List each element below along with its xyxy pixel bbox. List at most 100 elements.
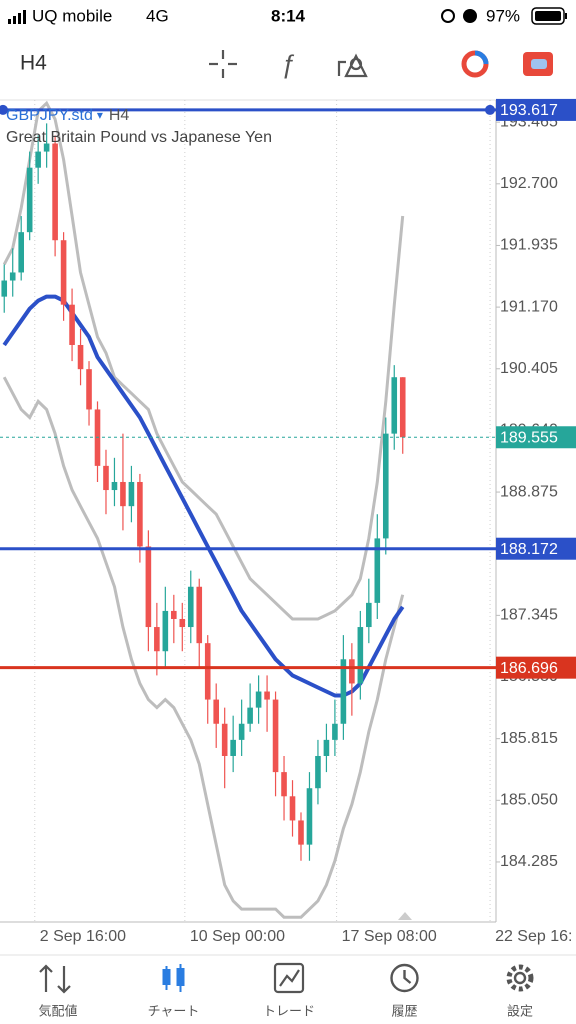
- candle-body: [18, 232, 24, 273]
- signal-icon: [8, 10, 26, 24]
- tab-icon: [273, 962, 305, 994]
- x-tick-label: 10 Sep 00:00: [190, 928, 285, 945]
- tab-bar: 気配値 チャート トレード 履歴 設定: [38, 962, 534, 1018]
- price-tag-label: 188.172: [500, 541, 558, 558]
- tab-icon: [39, 964, 71, 994]
- band-line: [2, 100, 405, 621]
- candle-body: [137, 481, 143, 547]
- status-icons: [441, 9, 477, 23]
- band-line: [2, 376, 405, 919]
- tab-label: トレード: [263, 1003, 315, 1018]
- candle-body: [1, 280, 8, 297]
- symbol[interactable]: GBPJPY.std: [6, 107, 93, 124]
- candle-body: [323, 739, 330, 756]
- battery-icon: [531, 7, 567, 25]
- tab-icon: [162, 964, 185, 992]
- x-tick-label: 2 Sep 16:00: [40, 928, 126, 945]
- candle-body: [298, 820, 304, 845]
- tab[interactable]: トレード: [263, 962, 315, 1018]
- x-tick-label: 17 Sep 08:00: [342, 928, 437, 945]
- price-tag: [496, 426, 576, 449]
- timeframe-button[interactable]: H4: [20, 52, 47, 75]
- candle-body: [128, 481, 135, 507]
- trade-button[interactable]: [461, 50, 489, 78]
- candle-body: [264, 691, 270, 700]
- candle-body: [196, 586, 203, 644]
- line-handle[interactable]: [0, 104, 8, 115]
- crosshair-button[interactable]: [209, 50, 237, 78]
- tab-label: 履歴: [391, 1003, 417, 1018]
- battery-level: 97%: [486, 6, 520, 25]
- candle-body: [204, 643, 211, 700]
- candle-body: [35, 151, 41, 168]
- indicators-button[interactable]: ƒ: [281, 49, 295, 79]
- candle-body: [43, 143, 50, 152]
- candle-body: [238, 723, 245, 740]
- chart-timeframe: H4: [109, 107, 130, 124]
- candle-body: [86, 369, 92, 410]
- tab[interactable]: 気配値: [38, 964, 78, 1018]
- candle-body: [69, 304, 75, 345]
- candle-body: [357, 627, 364, 684]
- candle-body: [52, 143, 58, 241]
- network: 4G: [146, 6, 169, 25]
- candle-body: [391, 377, 398, 434]
- candle-body: [154, 627, 160, 652]
- candle-body: [171, 610, 177, 619]
- account-button[interactable]: [523, 52, 553, 76]
- carrier: UQ mobile: [32, 6, 112, 25]
- candle-body: [272, 699, 279, 773]
- x-tick-label: 22 Sep 16:: [495, 928, 572, 945]
- candle-body: [306, 788, 313, 845]
- tab[interactable]: 履歴: [390, 963, 419, 1018]
- y-tick-label: 190.405: [500, 360, 558, 377]
- y-tick-label: 184.285: [500, 853, 558, 870]
- y-tick-label: 185.815: [500, 730, 558, 747]
- candle-body: [315, 755, 321, 789]
- tab-label: チャート: [148, 1003, 200, 1018]
- candle-body: [399, 377, 406, 438]
- price-tag: [496, 656, 576, 679]
- tab-label: 設定: [507, 1003, 533, 1018]
- candle-body: [26, 167, 33, 233]
- y-tick-label: 187.345: [500, 607, 558, 624]
- candle-body: [213, 699, 220, 724]
- tab-icon: [390, 963, 419, 993]
- candle-body: [289, 796, 296, 821]
- tab-icon: [506, 964, 534, 992]
- candle-body: [255, 691, 262, 708]
- objects-button[interactable]: [337, 53, 368, 78]
- dropdown-arrow: ▾: [97, 108, 103, 122]
- candle-body: [9, 272, 16, 281]
- shift-marker: [398, 912, 412, 920]
- candle-body: [60, 240, 67, 305]
- price-tag-label: 186.696: [500, 660, 558, 677]
- candle-body: [77, 344, 84, 370]
- tab[interactable]: チャート: [148, 964, 200, 1018]
- candle-body: [382, 433, 389, 539]
- candle-body: [221, 723, 228, 756]
- candle-body: [179, 618, 186, 628]
- candle-body: [374, 538, 381, 603]
- candle-body: [366, 602, 372, 628]
- price-tag: [496, 537, 576, 560]
- y-tick-label: 185.050: [500, 792, 558, 809]
- y-tick-label: 191.935: [500, 237, 558, 254]
- chart: 2 Sep 16:00 10 Sep 00:00 17 Sep 08:00 22 Se…: [0, 98, 576, 945]
- candle-body: [247, 707, 253, 724]
- candle-body: [340, 659, 347, 724]
- price-tag-label: 189.555: [500, 429, 558, 446]
- candle-body: [332, 723, 338, 740]
- line-handle[interactable]: [485, 104, 495, 115]
- candle-body: [111, 481, 118, 491]
- candle-body: [349, 659, 355, 684]
- candle-body: [120, 481, 126, 507]
- candle-body: [187, 586, 194, 628]
- tab[interactable]: 設定: [506, 964, 534, 1018]
- tab-label: 気配値: [38, 1003, 77, 1018]
- clock: 8:14: [271, 6, 306, 25]
- y-tick-label: 192.700: [500, 175, 558, 192]
- candle-body: [103, 465, 109, 491]
- candle-body: [230, 739, 236, 756]
